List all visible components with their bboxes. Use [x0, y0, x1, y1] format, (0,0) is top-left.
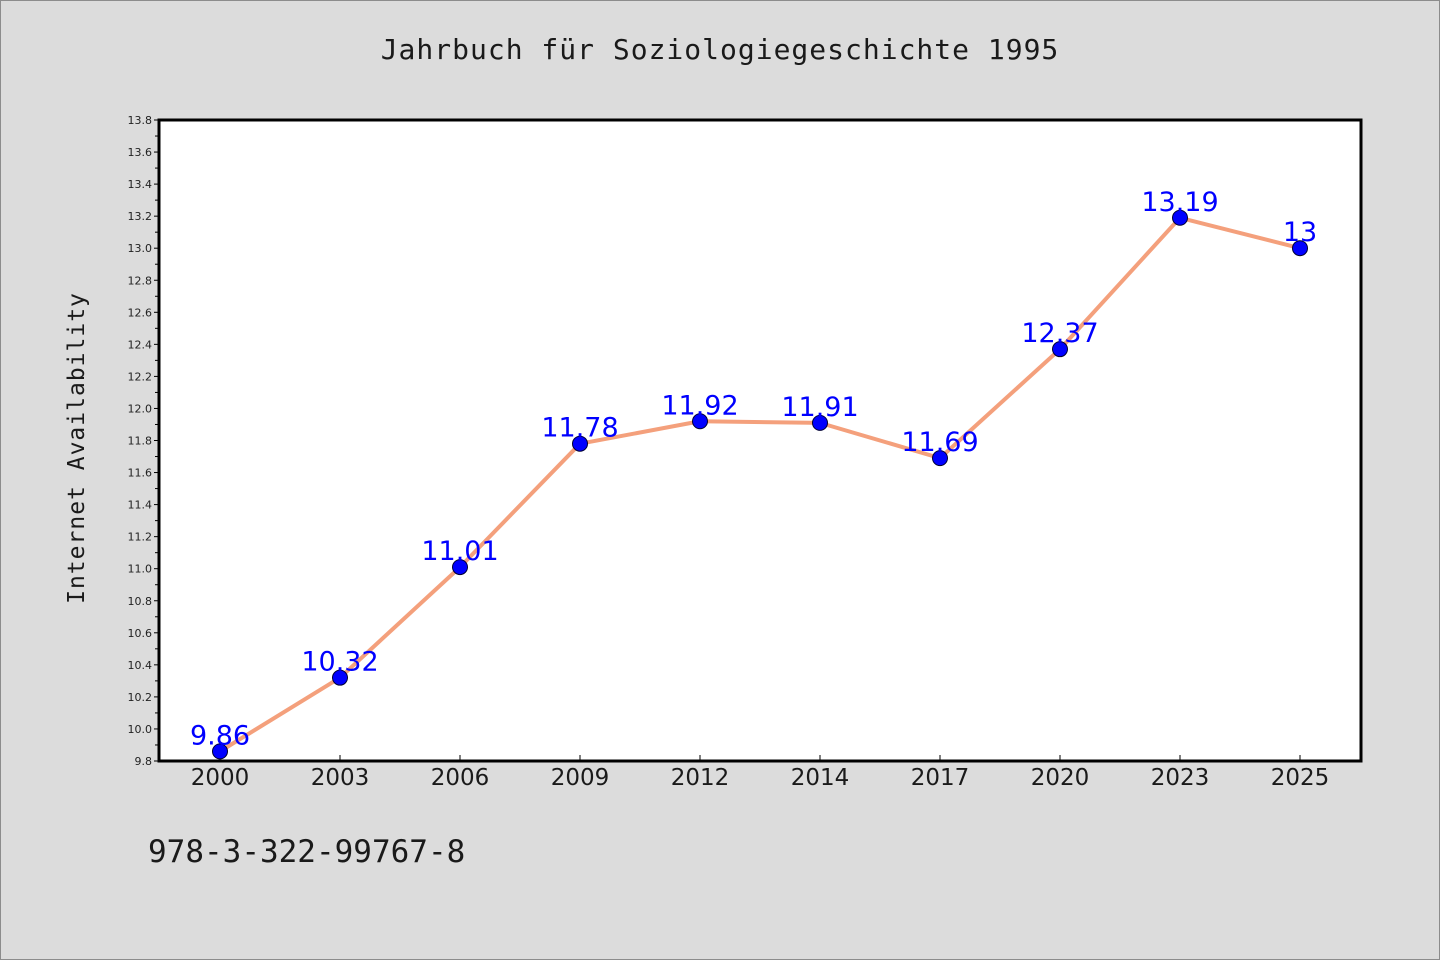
y-tick-label: 13.4 — [128, 178, 153, 191]
data-label: 11.01 — [421, 536, 498, 567]
x-tick-label: 2006 — [431, 765, 490, 791]
data-label: 11.69 — [901, 427, 978, 458]
data-point — [692, 413, 708, 430]
data-point — [1172, 209, 1188, 226]
data-label: 10.32 — [301, 647, 378, 678]
data-label: 13 — [1283, 217, 1317, 248]
y-tick-label: 11.2 — [128, 531, 153, 544]
y-tick-label: 12.6 — [128, 306, 153, 319]
data-label: 11.91 — [781, 392, 858, 423]
y-tick-label: 13.0 — [128, 242, 153, 255]
data-point — [932, 450, 948, 467]
y-tick-label: 11.0 — [128, 563, 153, 576]
data-point — [452, 559, 468, 576]
data-label: 11.78 — [541, 413, 618, 444]
plot-area — [159, 120, 1361, 761]
data-label: 13.19 — [1141, 187, 1218, 218]
data-label: 9.86 — [190, 720, 250, 751]
y-tick-label: 10.0 — [128, 723, 153, 736]
chart-title: Jahrbuch für Soziologiegeschichte 1995 — [380, 33, 1060, 66]
series-line — [218, 215, 1302, 754]
x-tick-label: 2025 — [1271, 765, 1330, 791]
data-point — [1292, 240, 1308, 257]
x-tick-label: 2012 — [671, 765, 730, 791]
data-point — [572, 435, 588, 452]
data-point — [212, 743, 228, 760]
plot-border — [157, 118, 1363, 763]
x-tick-label: 2020 — [1031, 765, 1090, 791]
y-tick-label: 10.2 — [128, 691, 153, 704]
y-tick-label: 9.8 — [135, 755, 153, 768]
y-axis-label: Internet Availability — [64, 292, 90, 604]
x-tick-label: 2017 — [911, 765, 970, 791]
y-tick-label: 12.4 — [128, 338, 153, 351]
y-tick-label: 12.0 — [128, 402, 153, 415]
y-tick-label: 10.4 — [128, 659, 153, 672]
y-tick-label: 13.2 — [128, 210, 153, 223]
data-label: 12.37 — [1021, 318, 1098, 349]
series-layer — [218, 215, 1302, 754]
y-axis: 9.8 10.0 10.2 10.4 10.6 10.8 11.0 11.2 11.4 11.6 1… — [128, 114, 159, 768]
data-point — [332, 669, 348, 686]
data-point — [1052, 341, 1068, 358]
x-tick-label: 2023 — [1151, 765, 1210, 791]
y-tick-label: 10.8 — [128, 595, 153, 608]
data-label-layer: 9.86 10.32 11.01 11.78 11.92 11.91 11.69 12.37 1… — [190, 187, 1317, 752]
y-tick-label: 11.8 — [128, 435, 153, 448]
y-tick-label: 11.4 — [128, 499, 153, 512]
x-tick-label: 2014 — [791, 765, 850, 791]
y-tick-label: 13.8 — [128, 114, 153, 127]
marker-layer — [212, 209, 1308, 760]
isbn-text: 978-3-322-99767-8 — [148, 834, 466, 870]
data-point — [812, 414, 828, 431]
y-tick-label: 11.6 — [128, 467, 153, 480]
y-tick-label: 12.2 — [128, 370, 153, 383]
y-tick-label: 12.8 — [128, 274, 153, 287]
x-tick-label: 2009 — [551, 765, 610, 791]
data-label: 11.92 — [661, 390, 738, 421]
x-tick-label: 2003 — [311, 765, 370, 791]
x-axis: 2000 2003 2006 2009 2012 2014 2017 2020 2023 2025 — [191, 755, 1330, 791]
y-tick-label: 13.6 — [128, 146, 153, 159]
y-tick-label: 10.6 — [128, 627, 153, 640]
x-tick-label: 2000 — [191, 765, 250, 791]
